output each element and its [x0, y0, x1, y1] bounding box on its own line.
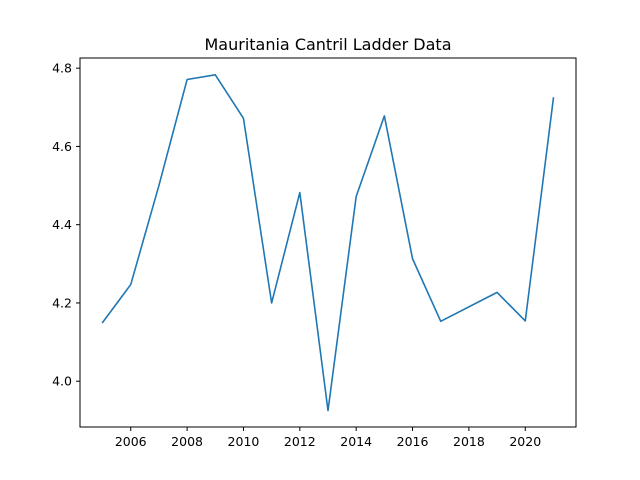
x-tick-label: 2006 — [115, 434, 147, 449]
y-tick-label: 4.2 — [52, 295, 72, 310]
x-tick-label: 2012 — [284, 434, 316, 449]
x-tick-label: 2014 — [340, 434, 372, 449]
x-tick-label: 2010 — [228, 434, 260, 449]
y-tick-label: 4.8 — [52, 61, 72, 76]
chart-title: Mauritania Cantril Ladder Data — [204, 35, 451, 54]
plot-area — [79, 57, 577, 428]
x-axis: 2006 2008 2010 2012 2014 2016 2018 2020 — [115, 427, 541, 449]
x-tick-label: 2020 — [509, 434, 541, 449]
x-tick-label: 2016 — [397, 434, 429, 449]
series-layer — [101, 74, 555, 412]
series-line — [101, 74, 555, 412]
y-axis: 4.0 4.2 4.4 4.6 4.8 — [52, 61, 80, 389]
x-tick-label: 2018 — [453, 434, 485, 449]
y-tick-label: 4.4 — [52, 217, 72, 232]
x-tick-label: 2008 — [171, 434, 203, 449]
y-tick-label: 4.6 — [52, 139, 72, 154]
y-tick-label: 4.0 — [52, 374, 72, 389]
